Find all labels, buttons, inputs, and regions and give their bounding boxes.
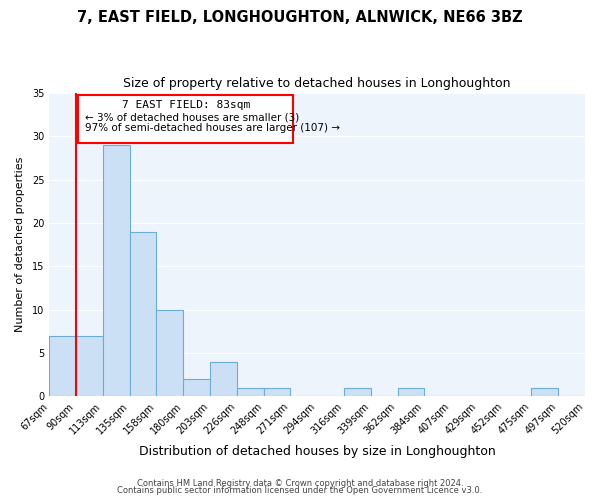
Bar xyxy=(183,379,210,396)
Bar xyxy=(344,388,371,396)
X-axis label: Distribution of detached houses by size in Longhoughton: Distribution of detached houses by size … xyxy=(139,444,496,458)
Title: Size of property relative to detached houses in Longhoughton: Size of property relative to detached ho… xyxy=(124,78,511,90)
Bar xyxy=(103,145,130,397)
Text: Contains HM Land Registry data © Crown copyright and database right 2024.: Contains HM Land Registry data © Crown c… xyxy=(137,478,463,488)
Bar xyxy=(263,388,290,396)
Y-axis label: Number of detached properties: Number of detached properties xyxy=(15,157,25,332)
Bar xyxy=(157,310,183,396)
Bar xyxy=(76,336,103,396)
Text: ← 3% of detached houses are smaller (3): ← 3% of detached houses are smaller (3) xyxy=(85,112,299,122)
Bar xyxy=(237,388,263,396)
Bar xyxy=(49,336,76,396)
Text: 97% of semi-detached houses are larger (107) →: 97% of semi-detached houses are larger (… xyxy=(85,124,340,134)
Bar xyxy=(130,232,157,396)
Text: Contains public sector information licensed under the Open Government Licence v3: Contains public sector information licen… xyxy=(118,486,482,495)
Text: 7, EAST FIELD, LONGHOUGHTON, ALNWICK, NE66 3BZ: 7, EAST FIELD, LONGHOUGHTON, ALNWICK, NE… xyxy=(77,10,523,25)
Bar xyxy=(210,362,237,396)
FancyBboxPatch shape xyxy=(78,95,293,144)
Bar xyxy=(398,388,424,396)
Bar xyxy=(532,388,558,396)
Text: 7 EAST FIELD: 83sqm: 7 EAST FIELD: 83sqm xyxy=(122,100,250,110)
